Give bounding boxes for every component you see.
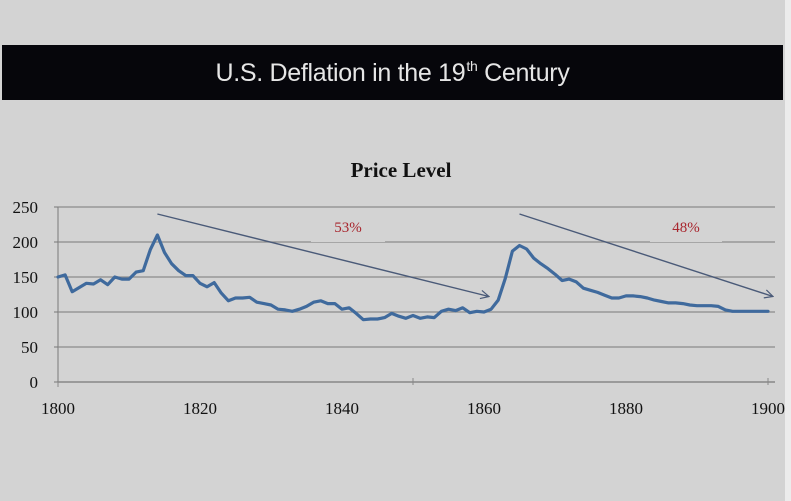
y-tick-label: 250 <box>13 198 39 217</box>
y-tick-label: 150 <box>13 268 39 287</box>
y-tick-label: 50 <box>21 338 38 357</box>
trend-arrow <box>519 213 774 297</box>
annotation-label-bg <box>311 220 385 242</box>
y-tick-label: 100 <box>13 303 39 322</box>
series-group <box>56 233 770 322</box>
annotation-label: 48% <box>672 220 700 236</box>
series-line-price-level <box>56 233 770 322</box>
x-tick-label: 1880 <box>609 399 643 418</box>
x-tick-label: 1820 <box>183 399 217 418</box>
y-tick-label: 200 <box>13 233 39 252</box>
chart-title: Price Level <box>351 158 452 182</box>
x-tick-label: 1860 <box>467 399 501 418</box>
annotation-label: 53% <box>334 220 362 236</box>
slide-title-end: Century <box>477 58 570 87</box>
y-axis-ticks: 0 50 100 150 200 250 <box>13 198 58 392</box>
trend-arrow <box>157 213 489 297</box>
x-tick-label: 1800 <box>41 399 75 418</box>
x-axis-ticks: 1800 1820 1840 1860 1880 1900 <box>41 378 785 418</box>
x-tick-label: 1840 <box>325 399 359 418</box>
axes <box>57 207 775 383</box>
slide-title: U.S. Deflation in the 19th Century <box>215 58 569 88</box>
trend-annotations: 53% 48% <box>157 213 774 297</box>
x-tick-label: 1900 <box>751 399 785 418</box>
slide-title-band: U.S. Deflation in the 19th Century <box>2 45 783 100</box>
slide-frame-edge <box>785 0 791 501</box>
y-tick-label: 0 <box>30 373 39 392</box>
slide-title-main: U.S. Deflation in the 19 <box>215 58 466 87</box>
annotation-label-bg <box>650 220 722 242</box>
slide-title-superscript: th <box>466 57 478 74</box>
